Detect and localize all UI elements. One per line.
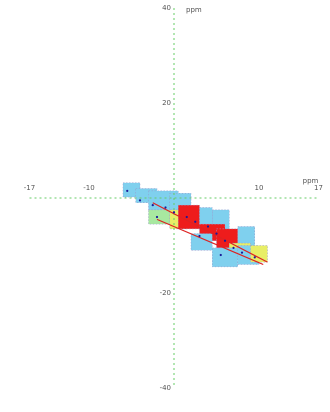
cell-green xyxy=(148,209,170,225)
trend-line xyxy=(156,218,264,266)
x-tick-label: 10 xyxy=(255,184,264,192)
y-tick-label: -40 xyxy=(160,384,171,392)
x-tick-label: -10 xyxy=(83,184,94,192)
data-point xyxy=(223,239,227,242)
trend-line xyxy=(152,202,268,263)
data-point xyxy=(219,253,222,257)
x-tick-label: 17 xyxy=(314,184,323,192)
data-point xyxy=(240,251,244,254)
data-point xyxy=(198,234,201,238)
y-axis-label: ppm xyxy=(186,6,202,14)
x-tick-label: -17 xyxy=(24,184,35,192)
points-layer xyxy=(126,189,256,259)
y-tick-label: 20 xyxy=(162,99,171,107)
x-axis-label: ppm xyxy=(303,177,319,185)
data-point xyxy=(151,204,154,207)
cell-blue xyxy=(212,247,238,268)
axes-layer xyxy=(29,8,319,388)
cell-blue xyxy=(199,207,213,225)
data-point xyxy=(206,225,210,228)
data-point xyxy=(194,220,197,223)
tick-label-layer: ppm ppm -17 -10 10 17 40 20 -20 -40 xyxy=(24,4,323,392)
data-point xyxy=(215,232,218,235)
data-point xyxy=(126,189,129,192)
data-point xyxy=(155,215,159,219)
data-point xyxy=(138,199,142,202)
data-point xyxy=(164,206,167,209)
y-tick-label: 40 xyxy=(162,4,171,12)
y-tick-label: -20 xyxy=(160,289,171,297)
cell-blue xyxy=(190,233,213,251)
data-point xyxy=(232,246,235,249)
data-point xyxy=(185,215,188,219)
cell-blue xyxy=(237,226,255,246)
data-point xyxy=(253,256,256,259)
data-point xyxy=(172,211,176,214)
trend-layer xyxy=(152,202,268,266)
